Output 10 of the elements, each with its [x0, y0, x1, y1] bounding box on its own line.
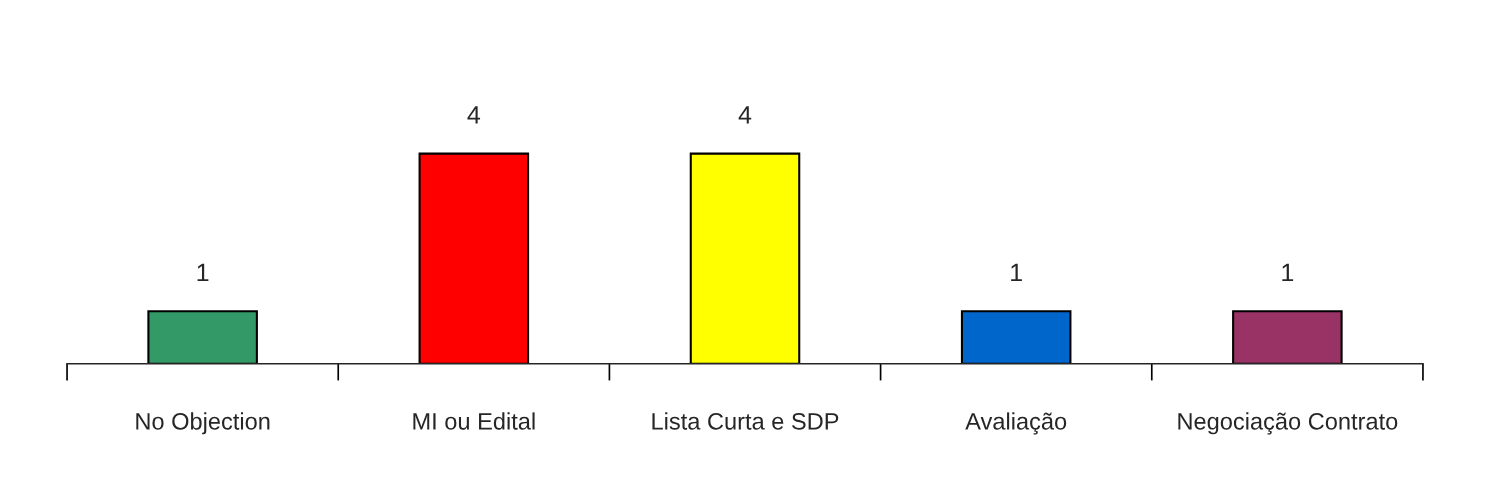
x-tick-label: Negociação Contrato	[1178, 412, 1398, 435]
x-tick-label: Lista Curta e SDP	[652, 412, 839, 430]
x-tick-label: MI ou Edital	[413, 412, 535, 430]
data-label: 4	[467, 106, 481, 124]
data-label: 1	[1011, 263, 1022, 282]
data-label: 1	[197, 263, 209, 282]
x-tick-label: No Objection	[136, 412, 270, 435]
x-tick-label: Avaliação	[965, 412, 1067, 435]
data-label: 4	[738, 106, 752, 124]
data-label: 1	[1282, 263, 1294, 282]
